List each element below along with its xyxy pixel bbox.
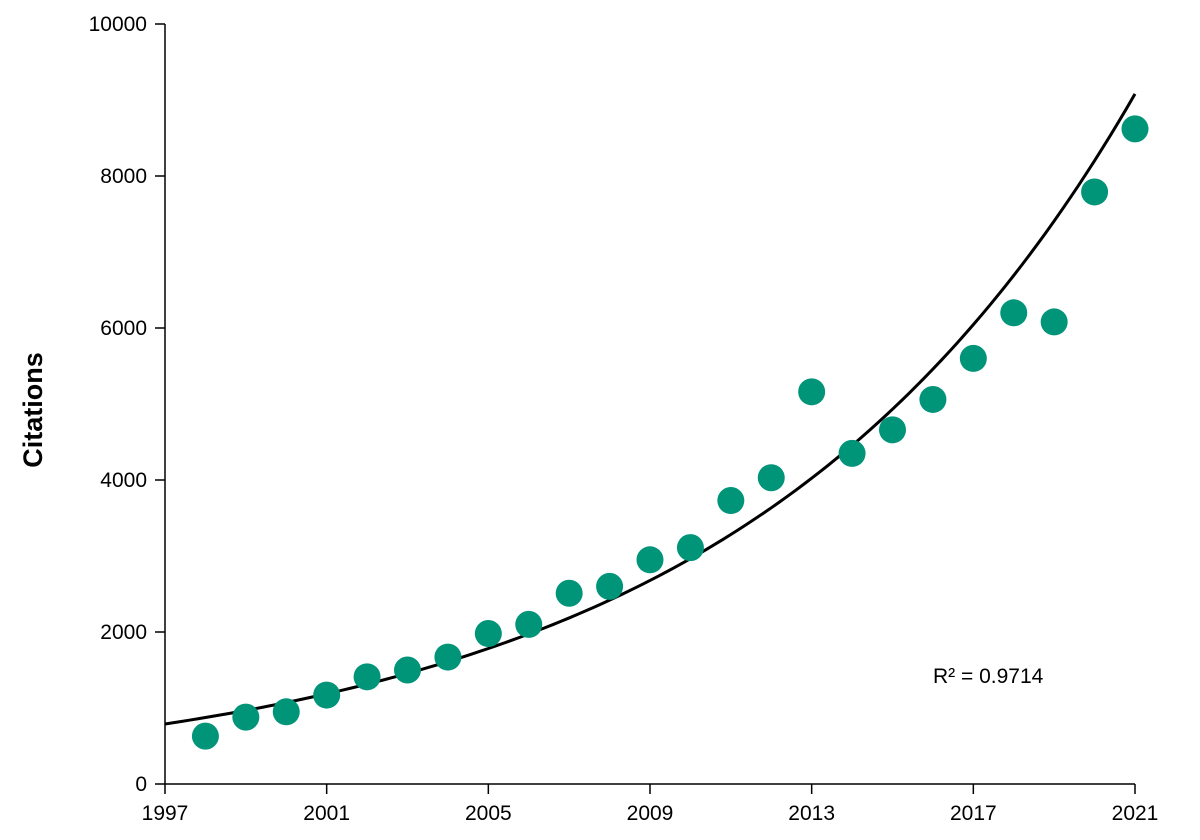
x-tick-label: 2013 bbox=[788, 802, 835, 825]
data-point bbox=[1040, 308, 1068, 336]
y-tick-label: 8000 bbox=[100, 165, 147, 188]
data-point bbox=[717, 487, 745, 515]
data-point bbox=[555, 579, 583, 607]
data-points bbox=[191, 115, 1149, 750]
trendline bbox=[164, 93, 1137, 726]
data-point bbox=[191, 722, 219, 750]
data-point bbox=[394, 656, 421, 684]
y-tick-label: 6000 bbox=[100, 317, 147, 340]
data-point bbox=[474, 620, 502, 648]
data-point bbox=[1121, 115, 1149, 143]
data-point bbox=[959, 344, 987, 372]
data-point bbox=[919, 385, 947, 413]
r-squared-annotation: R² = 0.9714 bbox=[933, 665, 1044, 688]
data-point bbox=[353, 663, 381, 691]
data-point bbox=[434, 643, 462, 671]
x-tick-label: 2005 bbox=[465, 802, 512, 825]
axis-ticks: 0 2000 4000 6000 8000 10000 1997 2001 2005 2009 20… bbox=[89, 13, 1159, 825]
x-tick-label: 2021 bbox=[1112, 802, 1159, 825]
y-tick-label: 2000 bbox=[100, 621, 147, 644]
data-point bbox=[838, 439, 866, 467]
data-point bbox=[757, 464, 785, 492]
x-tick-label: 2001 bbox=[303, 802, 350, 825]
y-axis-label: Citations bbox=[18, 352, 48, 468]
x-tick-label: 1997 bbox=[142, 802, 189, 825]
data-point bbox=[232, 703, 260, 731]
data-point bbox=[1000, 299, 1028, 327]
data-point bbox=[596, 572, 624, 600]
data-point bbox=[313, 681, 341, 709]
x-tick-label: 2017 bbox=[950, 802, 997, 825]
data-point bbox=[272, 698, 300, 726]
y-tick-label: 10000 bbox=[89, 13, 147, 36]
x-tick-label: 2009 bbox=[627, 802, 674, 825]
data-point bbox=[879, 416, 906, 444]
y-tick-label: 0 bbox=[135, 773, 147, 796]
y-tick-label: 4000 bbox=[100, 469, 147, 492]
data-point bbox=[798, 378, 826, 406]
data-point bbox=[515, 610, 543, 638]
data-point bbox=[636, 546, 664, 574]
data-point bbox=[1081, 178, 1109, 206]
data-point bbox=[676, 534, 704, 562]
